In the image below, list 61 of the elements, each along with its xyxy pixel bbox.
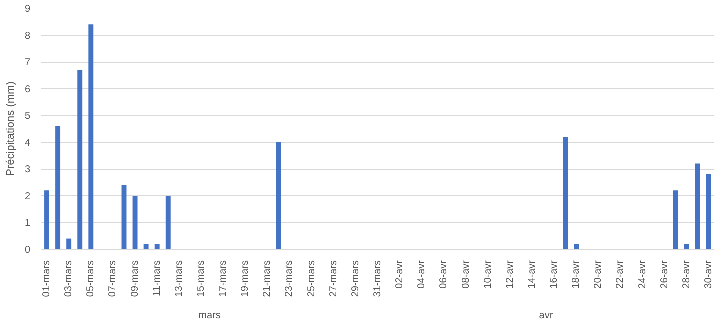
x-tick-label: 12-avr — [504, 260, 516, 289]
x-tick-label: 23-mars — [284, 260, 296, 298]
x-tick-label: 05-mars — [86, 260, 97, 298]
y-tick-label: 1 — [24, 218, 31, 230]
y-tick-label: 6 — [24, 84, 31, 96]
x-tick-label: 19-mars — [240, 260, 252, 298]
bar — [78, 70, 83, 250]
bar — [706, 174, 712, 250]
y-tick-label: 4 — [24, 138, 31, 149]
x-tick-label: 20-avr — [593, 260, 604, 289]
x-tick-label: 28-avr — [681, 260, 692, 289]
bar — [154, 244, 160, 250]
x-tick-label: 27-mars — [328, 260, 340, 298]
x-tick-label: 10-avr — [482, 260, 494, 289]
y-tick-label: 7 — [24, 58, 31, 69]
bar — [574, 244, 580, 250]
bar — [44, 190, 50, 250]
x-tick-label: 30-avr — [703, 260, 714, 289]
bar — [166, 196, 171, 250]
bar — [673, 190, 678, 250]
x-tick-label: 04-avr — [416, 260, 428, 289]
text: mars — [198, 310, 221, 322]
x-tick-label: 07-mars — [108, 260, 119, 298]
x-tick-label: 01-mars — [42, 260, 53, 298]
x-tick-label: 14-avr — [526, 260, 538, 289]
text: avr — [539, 310, 554, 322]
x-tick-label: 24-avr — [637, 260, 648, 289]
x-tick-label: 25-mars — [306, 260, 318, 298]
x-tick-label: 06-avr — [438, 260, 450, 289]
y-tick-label: 9 — [24, 4, 31, 15]
bar — [563, 137, 568, 250]
y-axis-title: Précipitations (mm) — [4, 82, 17, 176]
x-tick-label: 02-avr — [394, 260, 406, 289]
bar — [132, 196, 138, 250]
x-tick-label: 03-mars — [64, 260, 75, 298]
y-tick-label: 5 — [24, 111, 31, 122]
y-tick-label: 2 — [24, 191, 31, 202]
y-tick-label: 0 — [24, 245, 31, 256]
bar — [695, 164, 700, 250]
x-tick-label: 13-mars — [174, 260, 185, 298]
x-tick-label: 26-avr — [659, 260, 670, 289]
bar — [276, 142, 282, 250]
x-tick-label: 15-mars — [196, 260, 207, 298]
x-tick-label: 29-mars — [350, 260, 362, 298]
x-tick-label: 22-avr — [615, 260, 626, 289]
x-tick-label: 09-mars — [130, 260, 141, 298]
bar — [122, 185, 127, 250]
x-tick-label: 08-avr — [460, 260, 472, 289]
bar — [684, 244, 690, 250]
bar — [66, 238, 72, 250]
x-tick-label: 21-mars — [262, 260, 274, 298]
bar — [56, 126, 61, 250]
x-tick-label: 18-avr — [571, 260, 582, 289]
bar — [88, 24, 94, 250]
x-tick-label: 17-mars — [218, 260, 230, 298]
x-tick-label: 16-avr — [549, 260, 560, 289]
y-tick-label: 3 — [24, 164, 31, 176]
x-tick-label: 31-mars — [372, 260, 384, 298]
x-tick-label: 11-mars — [152, 260, 163, 296]
bar — [144, 244, 149, 250]
y-tick-label: 8 — [24, 30, 31, 42]
